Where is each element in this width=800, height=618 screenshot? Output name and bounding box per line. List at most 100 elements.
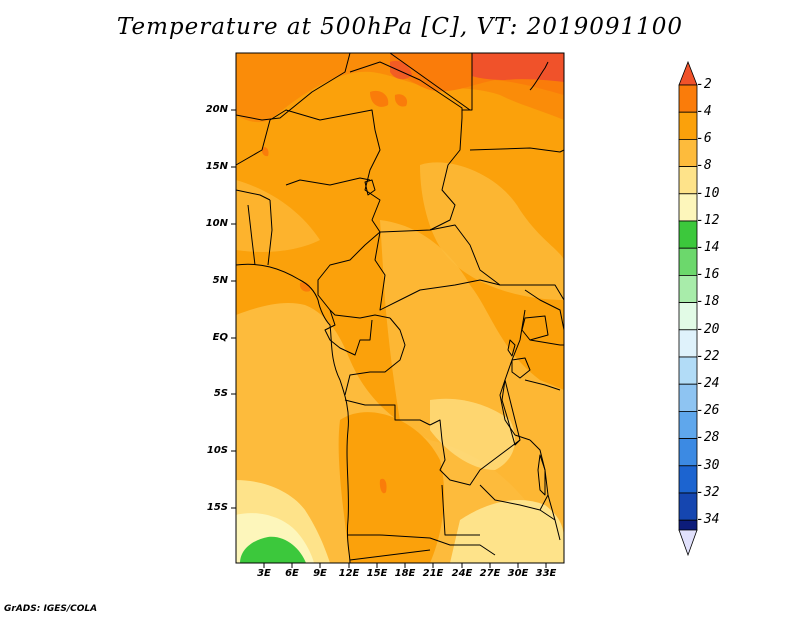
colorbar-bottom-arrow <box>678 529 698 557</box>
border-angola-namibia <box>348 534 496 556</box>
colorbar-label-m18: -18 <box>696 294 720 309</box>
colorbar-label-m34: -34 <box>696 512 720 527</box>
zone-high-blob-b <box>394 94 408 107</box>
border-benin-togo <box>247 204 256 266</box>
colorbar-box-17 <box>678 519 698 531</box>
country-borders <box>235 52 565 564</box>
colorbar-box-5 <box>678 193 698 222</box>
colorbar-box-13 <box>678 410 698 439</box>
border-chad-sudan <box>379 117 463 233</box>
lat-label-15s: 15S <box>206 502 228 513</box>
lon-label-18e: 18E <box>394 568 416 579</box>
zone-low-east <box>430 398 515 470</box>
border-mozambique <box>547 494 561 541</box>
border-sudan-southsudan <box>469 147 565 153</box>
border-drc-angola-east <box>429 419 521 486</box>
border-sudan-car <box>429 224 565 301</box>
zone-green <box>240 536 306 563</box>
border-south <box>349 549 431 561</box>
zone-main-south <box>338 412 445 563</box>
lon-label-12e: 12E <box>338 568 360 579</box>
coastline-westafrica <box>235 263 351 564</box>
border-burkina <box>235 189 271 201</box>
lake-victoria <box>521 315 549 341</box>
zone-top-northeast <box>472 53 564 82</box>
colorbar-box-8 <box>678 274 698 303</box>
lon-label-6e: 6E <box>285 568 299 579</box>
colorbar-label-m30: -30 <box>696 458 720 473</box>
border-zambia-east <box>479 484 556 521</box>
colorbar-box-14 <box>678 438 698 467</box>
zone-low-southeast <box>450 500 564 563</box>
colorbar-box-10 <box>678 329 698 358</box>
lat-label-10s: 10S <box>206 445 228 456</box>
border-angola-zambia <box>441 484 480 536</box>
colorbar <box>678 60 698 557</box>
colorbar-label-m22: -22 <box>696 349 720 364</box>
colorbar-box-9 <box>678 302 698 331</box>
colorbar-label-m28: -28 <box>696 430 720 445</box>
colorbar-box-15 <box>678 465 698 494</box>
colorbar-box-12 <box>678 383 698 412</box>
border-congo-drc <box>344 317 406 396</box>
lon-label-21e: 21E <box>422 568 444 579</box>
border-rwanda <box>511 357 531 379</box>
lat-label-10n: 10N <box>205 218 228 229</box>
lat-label-15n: 15N <box>205 161 228 172</box>
colorbar-box-16 <box>678 492 698 521</box>
border-uganda-kenya <box>524 289 565 331</box>
footer-credit: GrADS: IGES/COLA <box>4 604 98 614</box>
chart-title: Temperature at 500hPa [C], VT: 201909110… <box>116 14 684 40</box>
colorbar-label-m20: -20 <box>696 322 720 337</box>
border-algeria-libya <box>235 52 351 121</box>
lake-tanganyika <box>501 379 521 446</box>
colorbar-box-3 <box>678 138 698 167</box>
zone-high-blob-c <box>261 147 269 157</box>
lon-label-15e: 15E <box>366 568 388 579</box>
lon-label-3e: 3E <box>257 568 271 579</box>
zone-high-blob-d <box>379 478 387 494</box>
lat-label-20n: 20N <box>205 104 228 115</box>
colorbar-box-2 <box>678 111 698 140</box>
lat-label-eq: EQ <box>212 332 228 343</box>
zone-mid-northwest <box>236 180 320 252</box>
colorbar-box-11 <box>678 356 698 385</box>
lon-ticks <box>263 563 547 568</box>
colorbar-label-m10: -10 <box>696 186 720 201</box>
border-car-south <box>374 231 501 311</box>
border-drc-angola-north <box>344 399 431 426</box>
lat-ticks <box>231 109 236 509</box>
lake-albert <box>507 339 516 357</box>
border-cameroon-congo <box>329 309 391 319</box>
colorbar-label-m12: -12 <box>696 213 720 228</box>
zone-mid-north <box>420 162 564 300</box>
red-sea <box>529 61 549 91</box>
colorbar-label-m32: -32 <box>696 485 720 500</box>
colorbar-label-m6: -6 <box>696 131 712 146</box>
lake-chad <box>364 179 376 196</box>
zone-top-blob-a <box>390 60 412 80</box>
colorbar-box-7 <box>678 247 698 276</box>
colorbar-label-m2: -2 <box>696 77 712 92</box>
border-nigeria-west <box>267 199 273 266</box>
colorbar-label-m24: -24 <box>696 376 720 391</box>
zone-high-blob-a <box>370 90 389 107</box>
border-egypt <box>462 53 473 111</box>
map-frame <box>235 52 565 564</box>
lat-label-5s: 5S <box>213 388 228 399</box>
border-tanzania <box>524 339 564 391</box>
border-drc-east <box>499 309 531 441</box>
border-libya-chad <box>389 52 471 111</box>
colorbar-label-m8: -8 <box>696 158 712 173</box>
temperature-field <box>236 53 564 563</box>
border-nigeria-cameroon <box>317 231 381 311</box>
border-gabon <box>324 309 373 356</box>
border-niger-south <box>235 109 376 166</box>
border-nigeria-north <box>285 177 371 186</box>
lon-label-9e: 9E <box>313 568 327 579</box>
lat-label-5n: 5N <box>212 275 228 286</box>
lon-label-33e: 33E <box>535 568 557 579</box>
colorbar-box-4 <box>678 166 698 195</box>
lake-malawi <box>537 454 546 496</box>
